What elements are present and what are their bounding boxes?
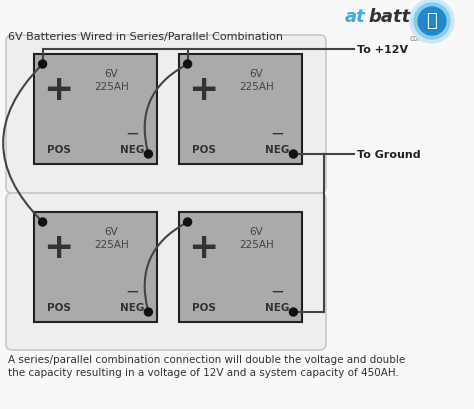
Text: 225AH: 225AH	[239, 82, 274, 92]
Circle shape	[38, 61, 46, 69]
Text: 225AH: 225AH	[94, 82, 129, 92]
Text: POS: POS	[191, 302, 216, 312]
Text: NEG: NEG	[120, 145, 145, 155]
FancyBboxPatch shape	[6, 193, 326, 350]
Bar	[179, 55, 302, 164]
Text: −: −	[126, 282, 139, 300]
Bar	[179, 213, 302, 322]
Circle shape	[183, 218, 191, 227]
Text: POS: POS	[46, 145, 71, 155]
Circle shape	[414, 4, 450, 40]
Circle shape	[410, 0, 454, 44]
Circle shape	[145, 151, 152, 159]
Text: A series/parallel combination connection will double the voltage and double: A series/parallel combination connection…	[8, 354, 405, 364]
Text: To +12V: To +12V	[357, 45, 408, 55]
Text: −: −	[126, 125, 139, 143]
Circle shape	[183, 61, 191, 69]
Circle shape	[418, 8, 446, 36]
Text: +: +	[188, 73, 219, 107]
Text: −: −	[271, 282, 284, 300]
Text: POS: POS	[191, 145, 216, 155]
Text: ⏻: ⏻	[427, 12, 438, 30]
Text: the capacity resulting in a voltage of 12V and a system capacity of 450AH.: the capacity resulting in a voltage of 1…	[8, 367, 399, 377]
Text: 225AH: 225AH	[94, 239, 129, 249]
Text: +: +	[44, 73, 74, 107]
Text: 6V: 6V	[105, 69, 118, 79]
Text: 225AH: 225AH	[239, 239, 274, 249]
Text: +: +	[44, 230, 74, 264]
Text: NEG: NEG	[265, 302, 290, 312]
Circle shape	[290, 308, 297, 316]
Text: To Ground: To Ground	[357, 150, 420, 160]
Circle shape	[38, 218, 46, 227]
Text: at: at	[345, 8, 366, 26]
Text: 6V: 6V	[250, 227, 264, 236]
FancyBboxPatch shape	[6, 36, 326, 193]
Text: −: −	[271, 125, 284, 143]
Text: 6V Batteries Wired in Series/Parallel Combination: 6V Batteries Wired in Series/Parallel Co…	[8, 32, 283, 42]
Circle shape	[290, 151, 297, 159]
Text: batt: batt	[368, 8, 410, 26]
Text: NEG: NEG	[265, 145, 290, 155]
Text: NEG: NEG	[120, 302, 145, 312]
Circle shape	[145, 308, 152, 316]
Text: com: com	[410, 34, 426, 43]
Bar	[34, 55, 157, 164]
Text: +: +	[188, 230, 219, 264]
Text: 6V: 6V	[250, 69, 264, 79]
Text: POS: POS	[46, 302, 71, 312]
Text: 6V: 6V	[105, 227, 118, 236]
Bar	[34, 213, 157, 322]
